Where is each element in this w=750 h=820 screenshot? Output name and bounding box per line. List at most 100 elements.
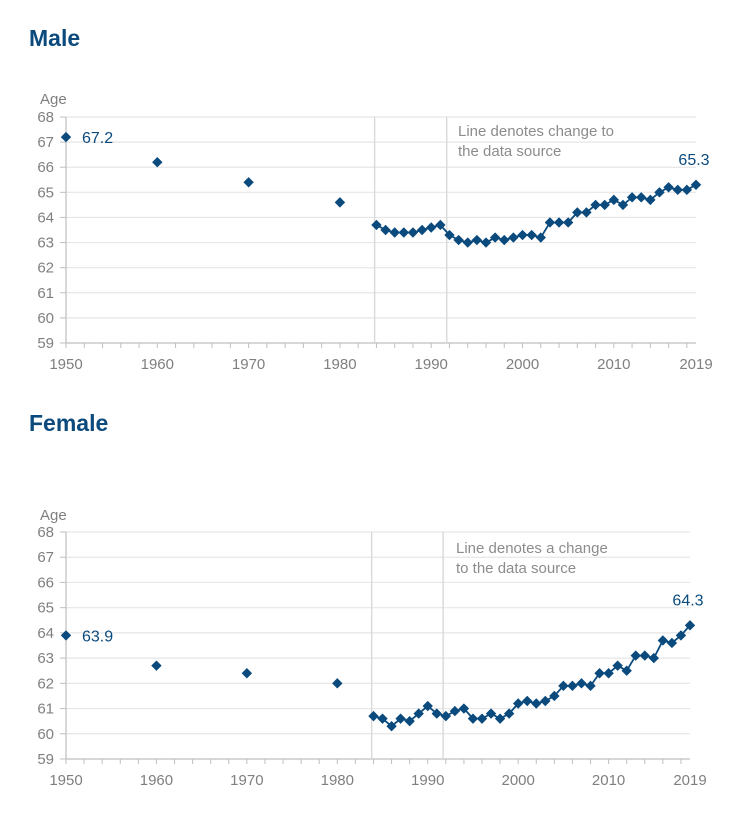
female-data-point: [549, 690, 560, 702]
female-data-point: [458, 703, 470, 714]
female-data-point: [332, 678, 343, 689]
female-y-tick-label: 68: [37, 524, 54, 541]
male-data-point: [608, 194, 620, 206]
female-data-point: [503, 708, 515, 719]
male-data-point: [380, 224, 391, 236]
male-data-point: [489, 232, 501, 243]
female-data-point: [485, 708, 497, 719]
male-y-tick-label: 67: [37, 134, 54, 151]
female-data-point: [60, 630, 72, 641]
female-data-point: [531, 698, 542, 709]
male-data-point: [544, 217, 556, 228]
male-y-tick-label: 60: [37, 310, 54, 327]
male-data-point: [398, 227, 410, 238]
male-y-axis-title: Age: [40, 91, 67, 108]
male-data-point: [645, 194, 656, 206]
male-data-point: [553, 217, 565, 228]
male-annotation-text: the data source: [458, 143, 561, 160]
male-x-tick-label: 2010: [597, 356, 630, 373]
male-data-point: [617, 199, 629, 211]
female-x-tick-label: 2019: [673, 772, 706, 789]
female-y-axis-title: Age: [40, 507, 67, 524]
female-data-point: [648, 652, 660, 664]
female-data-point: [494, 713, 506, 724]
female-data-point: [603, 668, 614, 679]
male-data-point: [435, 219, 446, 231]
male-y-tick-label: 68: [37, 109, 54, 126]
male-data-point: [453, 234, 464, 246]
female-annotation-text: to the data source: [456, 560, 576, 577]
female-x-tick-label: 1960: [140, 772, 173, 789]
male-y-tick-label: 64: [37, 209, 54, 226]
male-annotation-text: Line denotes change to: [458, 123, 614, 140]
female-x-tick-label: 1950: [49, 772, 82, 789]
male-data-point: [581, 207, 592, 218]
female-data-point: [368, 710, 379, 722]
female-data-point: [522, 695, 533, 707]
female-y-tick-label: 60: [37, 726, 54, 743]
male-data-point: [334, 197, 346, 208]
male-data-point: [499, 234, 510, 246]
female-data-point: [404, 715, 415, 727]
female-data-point: [612, 660, 623, 671]
male-y-tick-label: 59: [37, 335, 54, 352]
female-annotation-text: Line denotes a change: [456, 540, 608, 557]
female-y-tick-label: 62: [37, 675, 54, 692]
female-x-tick-label: 2010: [592, 772, 625, 789]
male-x-tick-label: 1950: [49, 356, 82, 373]
male-x-tick-label: 1960: [141, 356, 174, 373]
male-data-point: [517, 229, 528, 241]
male-y-tick-label: 66: [37, 159, 54, 176]
female-data-point: [639, 650, 650, 661]
female-data-point: [540, 695, 551, 707]
male-x-tick-label: 1980: [323, 356, 356, 373]
female-data-point: [585, 680, 596, 692]
female-data-point: [666, 637, 678, 649]
female-data-point: [422, 700, 433, 712]
female-data-point: [657, 635, 669, 646]
male-x-tick-label: 2000: [506, 356, 539, 373]
male-data-point: [426, 222, 437, 233]
male-data-point: [572, 207, 583, 218]
female-y-tick-label: 63: [37, 650, 54, 667]
female-data-point: [413, 708, 424, 719]
male-x-tick-label: 1970: [232, 356, 265, 373]
male-data-point: [60, 131, 72, 143]
female-y-tick-label: 67: [37, 549, 54, 566]
female-data-point: [675, 630, 687, 641]
male-data-point: [599, 199, 610, 211]
female-data-point: [431, 708, 442, 719]
male-data-point: [562, 217, 574, 228]
male-data-point: [535, 232, 546, 243]
female-data-point: [377, 713, 388, 724]
male-data-point: [690, 179, 702, 190]
male-data-point: [672, 184, 683, 196]
male-y-tick-label: 62: [37, 260, 54, 277]
male-data-point: [243, 177, 254, 188]
female-data-point: [594, 668, 605, 679]
female-data-label: 63.9: [82, 628, 113, 645]
female-data-point: [576, 678, 587, 689]
female-data-point: [621, 665, 632, 676]
male-data-label: 65.3: [678, 152, 709, 169]
female-x-tick-label: 1970: [230, 772, 263, 789]
female-y-tick-label: 66: [37, 574, 54, 591]
male-x-tick-label: 1990: [415, 356, 448, 373]
male-data-point: [590, 199, 601, 211]
male-data-point: [371, 219, 382, 231]
female-data-label: 64.3: [672, 592, 703, 609]
female-data-point: [467, 713, 479, 724]
male-data-point: [681, 184, 693, 196]
female-y-tick-label: 61: [37, 701, 54, 718]
female-data-point: [151, 660, 162, 671]
female-data-point: [386, 721, 397, 732]
male-x-tick-label: 2019: [679, 356, 712, 373]
male-data-point: [480, 237, 492, 248]
male-y-tick-label: 61: [37, 285, 54, 302]
male-data-point: [626, 192, 638, 203]
female-data-point: [558, 680, 569, 692]
male-y-tick-label: 63: [37, 235, 54, 252]
male-data-point: [462, 237, 473, 248]
male-data-point: [152, 157, 163, 168]
